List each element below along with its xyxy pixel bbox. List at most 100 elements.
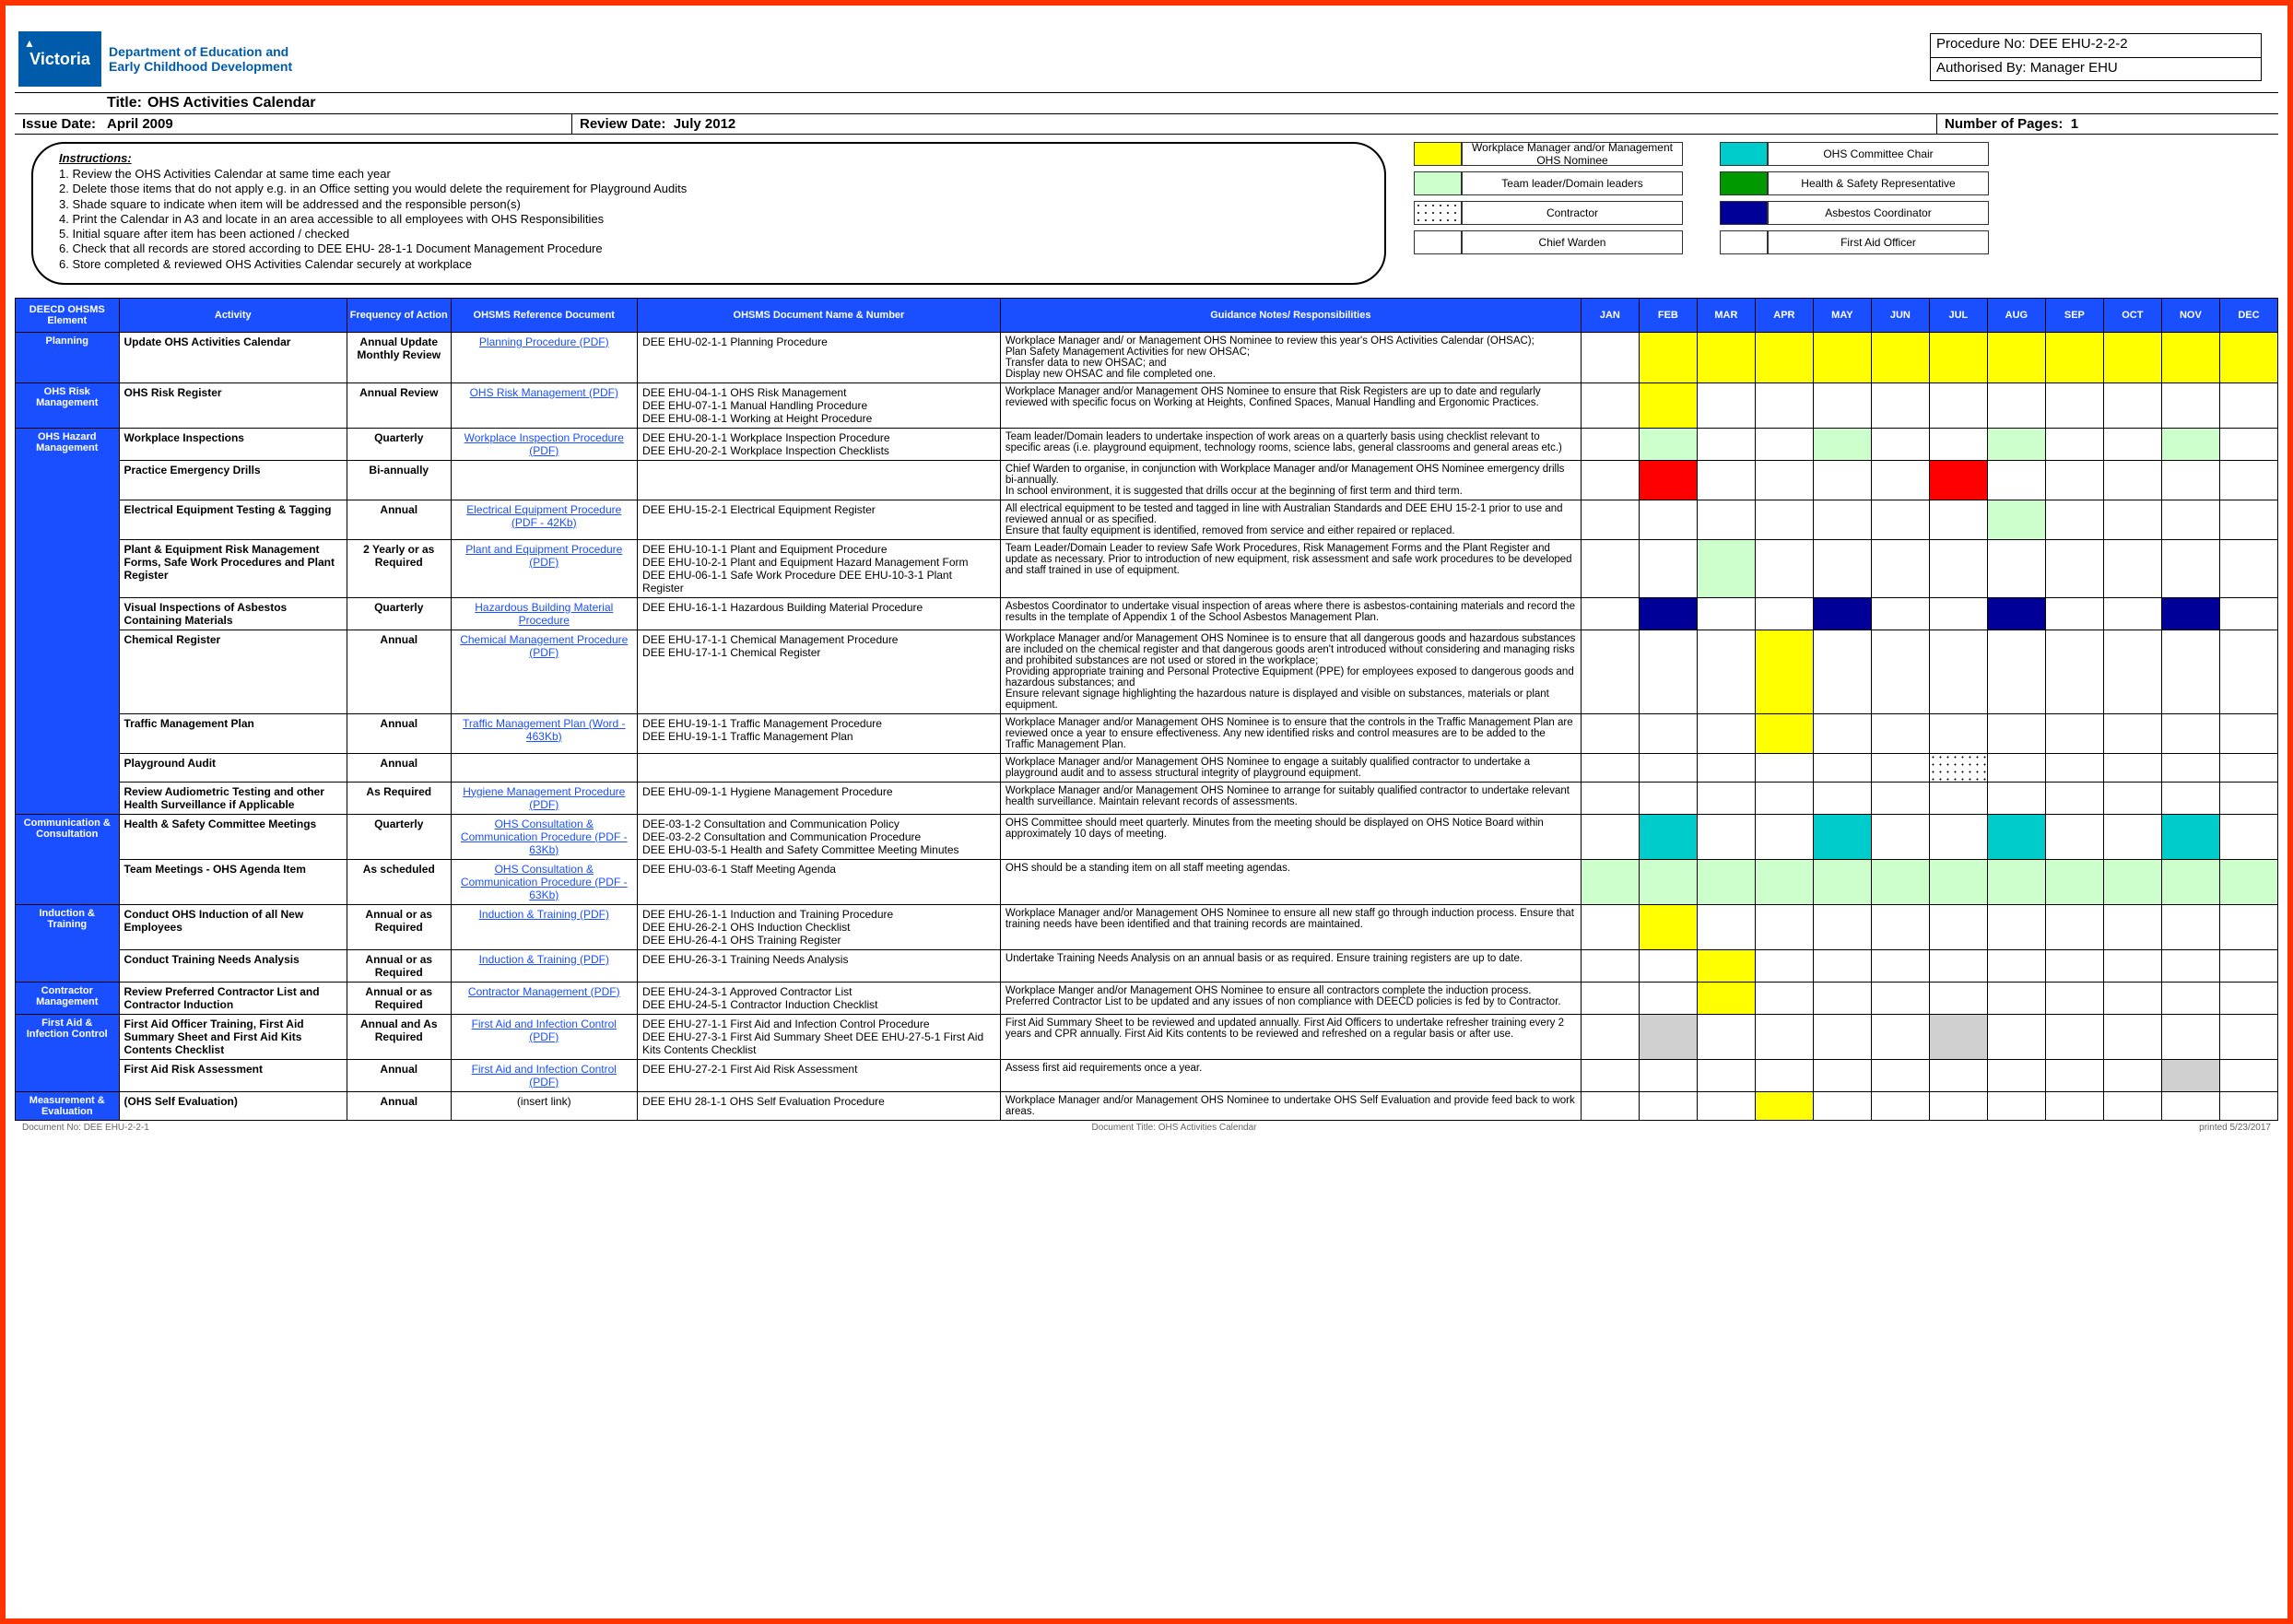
reference-link[interactable]: Planning Procedure (PDF) bbox=[479, 335, 609, 348]
month-cell-apr[interactable] bbox=[1755, 332, 1813, 382]
month-cell-sep[interactable] bbox=[2045, 428, 2103, 460]
month-cell-aug[interactable] bbox=[1987, 982, 2045, 1014]
month-cell-feb[interactable] bbox=[1639, 1059, 1697, 1091]
month-cell-jun[interactable] bbox=[1871, 753, 1929, 782]
month-cell-apr[interactable] bbox=[1755, 904, 1813, 949]
month-cell-jul[interactable] bbox=[1929, 500, 1987, 539]
month-cell-mar[interactable] bbox=[1697, 1059, 1755, 1091]
month-cell-mar[interactable] bbox=[1697, 597, 1755, 630]
month-cell-jun[interactable] bbox=[1871, 1059, 1929, 1091]
month-cell-jan[interactable] bbox=[1581, 460, 1639, 500]
month-cell-may[interactable] bbox=[1813, 949, 1871, 982]
month-cell-may[interactable] bbox=[1813, 1014, 1871, 1059]
month-cell-jul[interactable] bbox=[1929, 1014, 1987, 1059]
month-cell-dec[interactable] bbox=[2219, 859, 2277, 904]
month-cell-dec[interactable] bbox=[2219, 753, 2277, 782]
month-cell-dec[interactable] bbox=[2219, 539, 2277, 597]
month-cell-oct[interactable] bbox=[2103, 539, 2161, 597]
month-cell-aug[interactable] bbox=[1987, 904, 2045, 949]
month-cell-jan[interactable] bbox=[1581, 753, 1639, 782]
month-cell-mar[interactable] bbox=[1697, 904, 1755, 949]
month-cell-dec[interactable] bbox=[2219, 428, 2277, 460]
month-cell-mar[interactable] bbox=[1697, 713, 1755, 753]
month-cell-apr[interactable] bbox=[1755, 782, 1813, 814]
month-cell-dec[interactable] bbox=[2219, 904, 2277, 949]
month-cell-oct[interactable] bbox=[2103, 982, 2161, 1014]
month-cell-jan[interactable] bbox=[1581, 382, 1639, 428]
month-cell-jul[interactable] bbox=[1929, 982, 1987, 1014]
reference-link[interactable]: Induction & Training (PDF) bbox=[479, 953, 609, 966]
month-cell-may[interactable] bbox=[1813, 500, 1871, 539]
month-cell-feb[interactable] bbox=[1639, 428, 1697, 460]
month-cell-mar[interactable] bbox=[1697, 500, 1755, 539]
month-cell-jul[interactable] bbox=[1929, 1059, 1987, 1091]
month-cell-jul[interactable] bbox=[1929, 904, 1987, 949]
reference-link[interactable]: Chemical Management Procedure (PDF) bbox=[460, 633, 628, 659]
month-cell-aug[interactable] bbox=[1987, 428, 2045, 460]
reference-link[interactable]: Plant and Equipment Procedure (PDF) bbox=[465, 543, 622, 569]
month-cell-aug[interactable] bbox=[1987, 630, 2045, 713]
month-cell-feb[interactable] bbox=[1639, 753, 1697, 782]
month-cell-nov[interactable] bbox=[2161, 859, 2219, 904]
month-cell-jul[interactable] bbox=[1929, 713, 1987, 753]
month-cell-feb[interactable] bbox=[1639, 982, 1697, 1014]
month-cell-jul[interactable] bbox=[1929, 597, 1987, 630]
month-cell-nov[interactable] bbox=[2161, 1091, 2219, 1120]
month-cell-oct[interactable] bbox=[2103, 1091, 2161, 1120]
month-cell-jun[interactable] bbox=[1871, 904, 1929, 949]
month-cell-aug[interactable] bbox=[1987, 1059, 2045, 1091]
month-cell-dec[interactable] bbox=[2219, 460, 2277, 500]
month-cell-may[interactable] bbox=[1813, 630, 1871, 713]
reference-link[interactable]: First Aid and Infection Control (PDF) bbox=[472, 1018, 617, 1043]
month-cell-apr[interactable] bbox=[1755, 382, 1813, 428]
month-cell-may[interactable] bbox=[1813, 539, 1871, 597]
month-cell-apr[interactable] bbox=[1755, 460, 1813, 500]
month-cell-dec[interactable] bbox=[2219, 382, 2277, 428]
month-cell-oct[interactable] bbox=[2103, 814, 2161, 859]
month-cell-jun[interactable] bbox=[1871, 630, 1929, 713]
month-cell-jan[interactable] bbox=[1581, 713, 1639, 753]
month-cell-jan[interactable] bbox=[1581, 1091, 1639, 1120]
month-cell-nov[interactable] bbox=[2161, 904, 2219, 949]
month-cell-apr[interactable] bbox=[1755, 428, 1813, 460]
month-cell-jul[interactable] bbox=[1929, 382, 1987, 428]
month-cell-jun[interactable] bbox=[1871, 460, 1929, 500]
month-cell-jan[interactable] bbox=[1581, 904, 1639, 949]
reference-link[interactable]: OHS Consultation & Communication Procedu… bbox=[461, 863, 628, 901]
month-cell-mar[interactable] bbox=[1697, 859, 1755, 904]
month-cell-may[interactable] bbox=[1813, 428, 1871, 460]
month-cell-dec[interactable] bbox=[2219, 1091, 2277, 1120]
month-cell-nov[interactable] bbox=[2161, 1059, 2219, 1091]
month-cell-mar[interactable] bbox=[1697, 630, 1755, 713]
month-cell-sep[interactable] bbox=[2045, 539, 2103, 597]
month-cell-dec[interactable] bbox=[2219, 1014, 2277, 1059]
month-cell-jan[interactable] bbox=[1581, 1059, 1639, 1091]
month-cell-dec[interactable] bbox=[2219, 500, 2277, 539]
month-cell-oct[interactable] bbox=[2103, 859, 2161, 904]
month-cell-may[interactable] bbox=[1813, 713, 1871, 753]
month-cell-mar[interactable] bbox=[1697, 382, 1755, 428]
month-cell-sep[interactable] bbox=[2045, 597, 2103, 630]
month-cell-feb[interactable] bbox=[1639, 539, 1697, 597]
month-cell-mar[interactable] bbox=[1697, 1014, 1755, 1059]
month-cell-mar[interactable] bbox=[1697, 539, 1755, 597]
month-cell-jun[interactable] bbox=[1871, 382, 1929, 428]
month-cell-sep[interactable] bbox=[2045, 782, 2103, 814]
month-cell-jul[interactable] bbox=[1929, 814, 1987, 859]
month-cell-apr[interactable] bbox=[1755, 982, 1813, 1014]
month-cell-oct[interactable] bbox=[2103, 782, 2161, 814]
month-cell-feb[interactable] bbox=[1639, 460, 1697, 500]
month-cell-sep[interactable] bbox=[2045, 1091, 2103, 1120]
month-cell-sep[interactable] bbox=[2045, 1014, 2103, 1059]
month-cell-feb[interactable] bbox=[1639, 332, 1697, 382]
month-cell-feb[interactable] bbox=[1639, 500, 1697, 539]
month-cell-aug[interactable] bbox=[1987, 597, 2045, 630]
month-cell-mar[interactable] bbox=[1697, 949, 1755, 982]
month-cell-may[interactable] bbox=[1813, 1059, 1871, 1091]
month-cell-feb[interactable] bbox=[1639, 713, 1697, 753]
reference-link[interactable]: OHS Risk Management (PDF) bbox=[470, 386, 618, 399]
month-cell-sep[interactable] bbox=[2045, 500, 2103, 539]
month-cell-aug[interactable] bbox=[1987, 382, 2045, 428]
month-cell-feb[interactable] bbox=[1639, 597, 1697, 630]
month-cell-mar[interactable] bbox=[1697, 782, 1755, 814]
